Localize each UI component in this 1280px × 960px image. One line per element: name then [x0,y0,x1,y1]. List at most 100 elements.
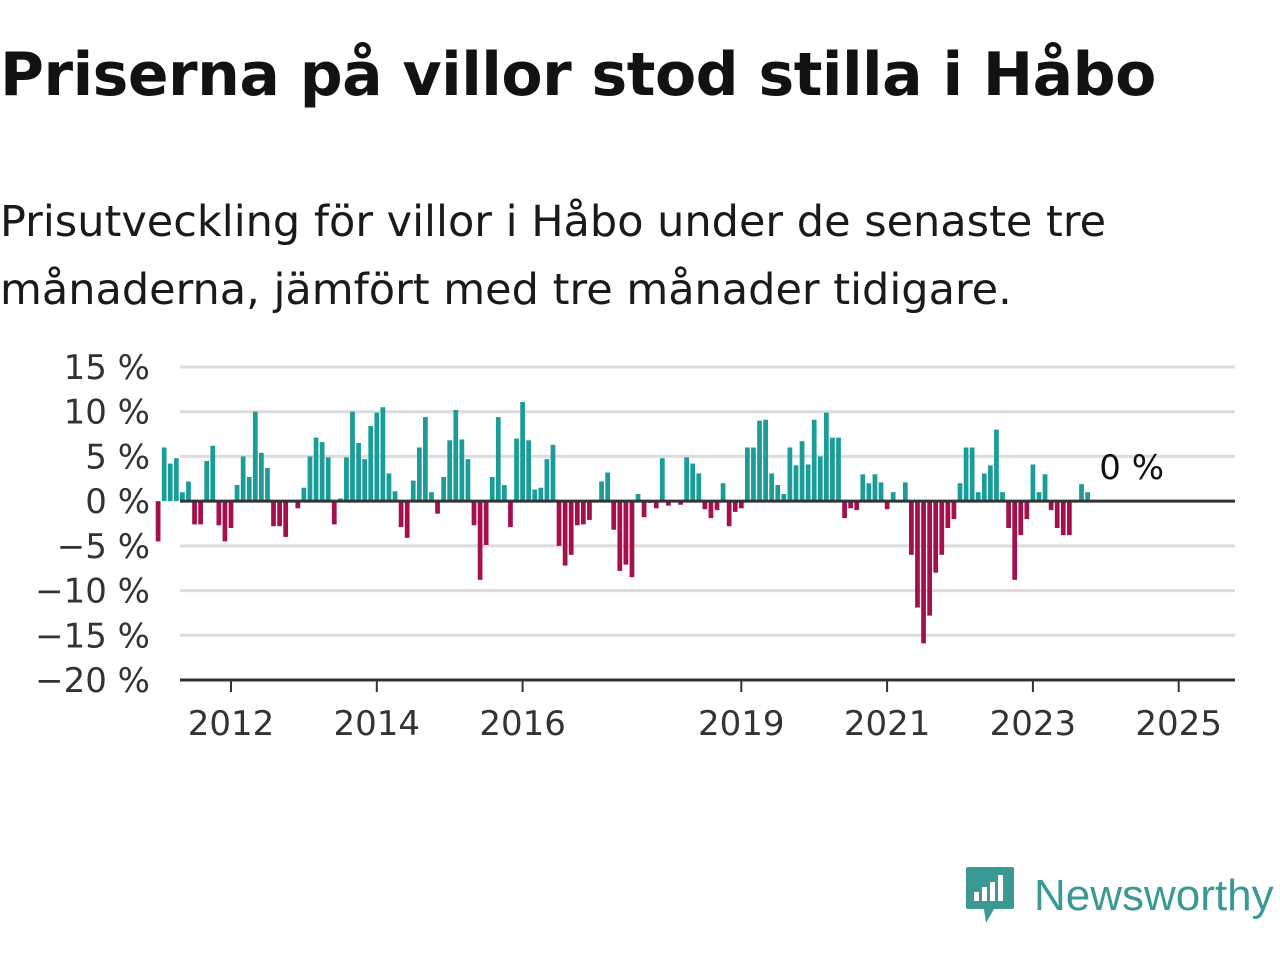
bar [799,441,805,502]
bar [489,477,495,502]
bar [1024,501,1030,520]
bar [441,477,446,502]
bar [599,481,604,502]
bar [1079,484,1084,502]
bar [410,480,416,502]
bar [836,437,841,502]
bars [155,401,1090,644]
bar [994,429,999,502]
bar [362,459,368,502]
bar [957,483,963,502]
bar [872,474,878,502]
bar [933,501,939,573]
newsworthy-logo: Newsworthy [964,864,1274,928]
bar [1054,501,1060,528]
bar [325,457,331,502]
bar [1000,492,1005,502]
y-tick-label: 10 % [64,393,150,433]
bar [271,501,276,527]
bar [975,492,981,502]
bar [180,492,185,502]
bar [380,407,386,502]
y-tick-label: −20 % [35,661,150,701]
bar [331,501,337,525]
x-tick-label: 2016 [479,704,566,744]
bar [508,501,513,528]
bar [605,472,611,502]
bar [544,459,550,502]
bar [416,447,422,502]
bar [751,447,756,502]
bar [477,501,483,580]
gridlines [180,365,1235,637]
y-tick-label: −5 % [57,527,150,567]
bar [252,411,258,502]
bar [842,501,847,519]
bar [1006,501,1011,528]
bar [259,452,264,502]
bar [969,447,975,502]
bar [696,473,702,502]
y-tick-label: 0 % [85,482,150,522]
bar [374,412,380,502]
chart-title: Priserna på villor stod stilla i Håbo [0,40,1156,110]
last-value-label: 0 % [1099,448,1164,488]
bar [951,501,957,520]
bar [1018,501,1024,536]
bar [617,501,623,571]
bar [1085,492,1090,502]
bar [532,489,538,502]
bar [429,492,434,502]
bar [921,501,926,644]
bar [368,426,374,502]
bar [854,501,860,511]
bar [313,437,319,502]
bar [495,417,501,502]
y-tick-label: 5 % [85,437,150,477]
bar [927,501,932,616]
bar [860,474,866,502]
bar [574,501,580,526]
bar [459,439,465,502]
bar [550,444,556,502]
newsworthy-logo-icon [966,867,1014,923]
bar [720,483,726,502]
bar [483,501,489,545]
bar [884,501,890,510]
bar [769,473,775,502]
bar [1030,464,1036,502]
bar [1042,474,1048,502]
bar [295,501,301,509]
bar [629,501,635,578]
bar [848,501,854,509]
bar [763,419,768,502]
bar [265,468,270,502]
bar [902,482,908,502]
bar [678,501,683,505]
bar [350,411,355,502]
bar [283,501,289,537]
bar [210,445,216,502]
chart-subtitle: Prisutveckling för villor i Håbo under d… [0,197,1107,315]
bar [562,501,568,566]
bar [732,501,738,512]
bar [708,501,714,519]
x-axis-ticks: 2012 2014 2016 2019 2021 2023 2025 [188,680,1222,744]
bar [423,417,428,502]
bar [1036,492,1042,502]
bar [738,501,744,509]
bar [653,501,659,509]
bar [635,493,641,502]
bar [878,482,884,502]
bar [945,501,951,528]
bar [659,458,665,502]
y-tick-label: −10 % [35,572,150,612]
bar [641,501,647,518]
brand-name: Newsworthy [1034,871,1274,920]
bar [319,442,325,502]
axes [180,499,1235,682]
bar [666,501,671,506]
bar [781,493,787,502]
bar [453,409,459,502]
bar [963,447,969,502]
